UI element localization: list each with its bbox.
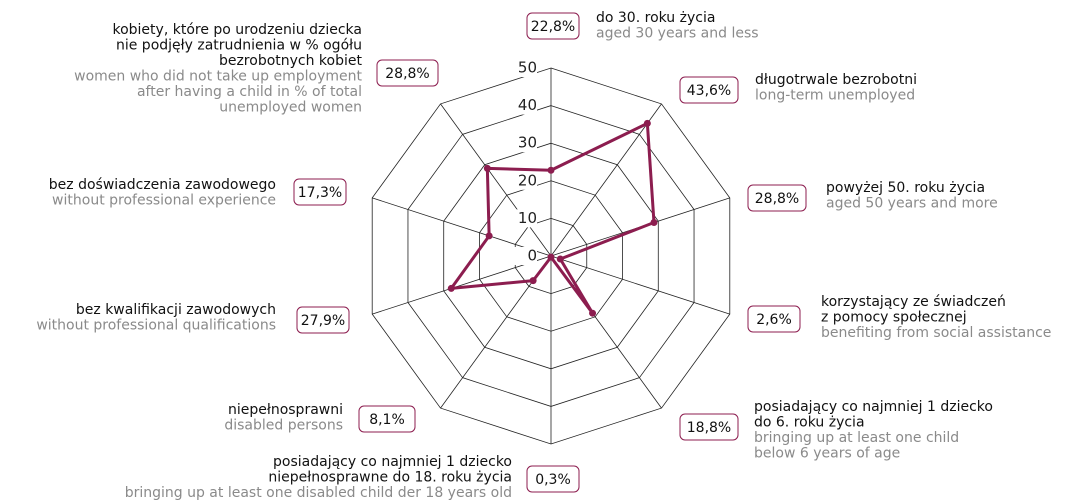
data-point bbox=[483, 164, 491, 172]
category-label-en: unemployed women bbox=[219, 100, 362, 116]
value-box bbox=[293, 178, 347, 206]
value-label: 28,8% bbox=[755, 191, 799, 207]
tick-bg bbox=[511, 171, 537, 190]
category-label: do 6. roku życia bbox=[754, 415, 865, 431]
spoke bbox=[550, 103, 662, 257]
spoke bbox=[372, 255, 552, 315]
value-label: 17,3% bbox=[298, 185, 342, 201]
category-label-en: without professional qualifications bbox=[36, 318, 276, 334]
spoke bbox=[550, 255, 730, 315]
tick-bg bbox=[511, 247, 537, 265]
r-tick-label: 50 bbox=[518, 59, 537, 77]
category-label-en: benefiting from social assistance bbox=[821, 325, 1051, 341]
category-label-en: women who did not take up employment bbox=[74, 69, 362, 85]
category-label: bezrobotnych kobiet bbox=[219, 53, 363, 69]
value-label: 22,8% bbox=[531, 19, 575, 35]
category-label: posiadający co najmniej 1 dziecko bbox=[754, 399, 993, 415]
data-point bbox=[650, 219, 658, 227]
data-point bbox=[643, 119, 651, 127]
data-point bbox=[485, 232, 493, 240]
value-box bbox=[296, 306, 350, 334]
value-label: 8,1% bbox=[369, 412, 405, 428]
value-box bbox=[376, 59, 439, 87]
value-box bbox=[679, 76, 739, 104]
r-tick-label: 40 bbox=[518, 96, 537, 114]
r-tick-label: 20 bbox=[518, 171, 537, 189]
category-label-en: aged 50 years and more bbox=[826, 196, 998, 212]
category-label-en: disabled persons bbox=[224, 418, 343, 434]
category-label: posiadający co najmniej 1 dziecko bbox=[273, 454, 512, 470]
value-box bbox=[747, 184, 807, 212]
tick-bg bbox=[511, 59, 537, 77]
data-point bbox=[547, 166, 555, 174]
value-box bbox=[526, 12, 580, 40]
category-label: powyżej 50. roku życia bbox=[826, 180, 985, 196]
category-label: kobiety, które po urodzeniu dziecka bbox=[112, 22, 362, 38]
r-tick-label: 30 bbox=[518, 134, 537, 152]
category-label-en: bringing up at least one child bbox=[754, 430, 959, 446]
category-label-en: without professional experience bbox=[52, 193, 276, 209]
value-label: 2,6% bbox=[756, 312, 792, 328]
value-label: 18,8% bbox=[687, 420, 731, 436]
category-label: bez kwalifikacji zawodowych bbox=[76, 302, 276, 318]
data-point bbox=[547, 253, 555, 261]
tick-bg bbox=[511, 96, 537, 115]
category-label: korzystający ze świadczeń bbox=[821, 294, 1006, 310]
value-box bbox=[358, 405, 416, 433]
category-label-en: aged 30 years and less bbox=[596, 26, 759, 42]
category-label: bez doświadczenia zawodowego bbox=[49, 177, 276, 193]
data-point bbox=[589, 309, 597, 317]
tick-bg bbox=[511, 134, 537, 153]
category-label: długotrwale bezrobotni bbox=[755, 72, 917, 88]
data-point bbox=[447, 284, 455, 292]
r-tick-label: 10 bbox=[518, 209, 537, 227]
data-point bbox=[529, 277, 537, 285]
category-label: z pomocy społecznej bbox=[821, 310, 967, 326]
data-line bbox=[449, 121, 656, 315]
category-label-en: below 6 years of age bbox=[754, 446, 900, 462]
spoke bbox=[440, 103, 552, 257]
category-label: niepełnosprawne do 18. roku życia bbox=[268, 470, 512, 486]
value-box bbox=[747, 305, 801, 333]
category-label-en: long-term unemployed bbox=[755, 88, 915, 104]
spoke bbox=[372, 197, 552, 257]
value-box bbox=[526, 465, 580, 493]
r-tick-label: 0 bbox=[527, 247, 537, 265]
value-box bbox=[679, 413, 739, 441]
value-label: 43,6% bbox=[687, 83, 731, 99]
category-label: niepełnosprawni bbox=[228, 402, 343, 418]
category-label: nie podjęły zatrudnienia w % ogółu bbox=[116, 38, 362, 54]
value-label: 0,3% bbox=[535, 472, 571, 488]
value-label: 27,9% bbox=[301, 313, 345, 329]
data-point bbox=[556, 255, 564, 263]
category-label-en: bringing up at least one disabled child … bbox=[125, 485, 512, 501]
category-label: do 30. roku życia bbox=[596, 10, 715, 26]
category-label-en: after having a child in % of total bbox=[137, 84, 362, 100]
tick-bg bbox=[511, 209, 537, 228]
value-label: 28,8% bbox=[385, 66, 429, 82]
